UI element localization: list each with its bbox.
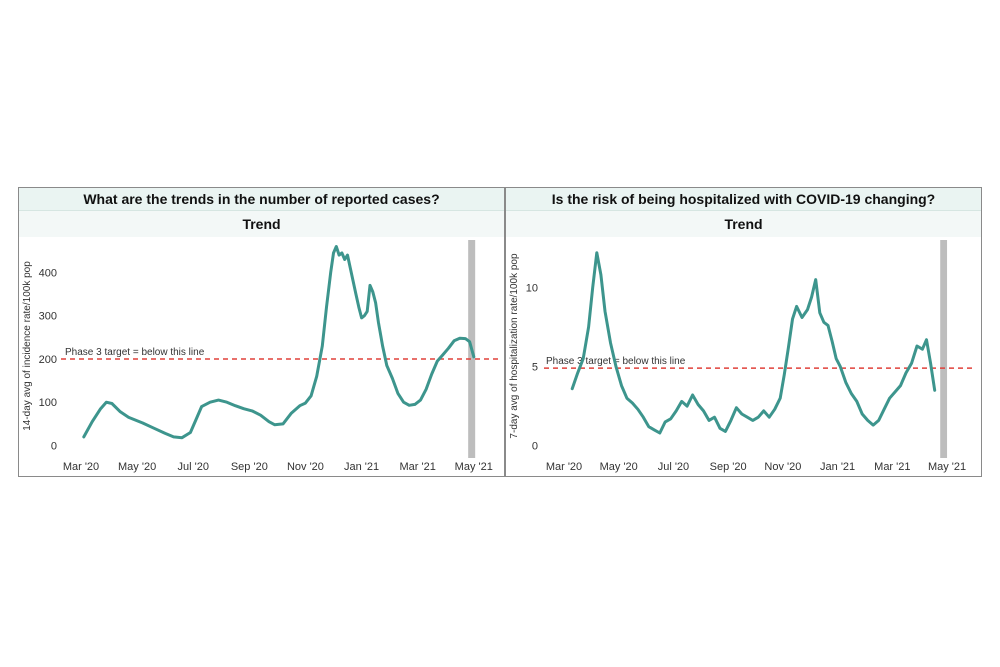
x-tick-label: Sep '20 xyxy=(710,461,747,473)
cases-trend-panel: What are the trends in the number of rep… xyxy=(18,187,505,477)
trend-series-line xyxy=(570,251,937,435)
y-tick-label: 10 xyxy=(526,282,538,294)
hospitalization-chart-title: Is the risk of being hospitalized with C… xyxy=(506,188,981,211)
y-axis-label: 7-day avg of hospitalization rate/100k p… xyxy=(509,253,520,439)
cases-chart-title: What are the trends in the number of rep… xyxy=(19,188,504,211)
trend-series-line xyxy=(82,245,476,440)
y-tick-label: 0 xyxy=(51,441,57,453)
x-tick-label: Jan '21 xyxy=(344,461,379,473)
x-tick-label: Sep '20 xyxy=(231,461,268,473)
cases-chart-subtitle: Trend xyxy=(19,211,504,237)
x-tick-label: Jul '20 xyxy=(658,461,689,473)
x-tick-label: Mar '21 xyxy=(874,461,910,473)
x-tick-label: May '21 xyxy=(928,461,966,473)
y-tick-label: 400 xyxy=(39,267,57,279)
phase3-target-label: Phase 3 target = below this line xyxy=(65,347,205,358)
x-tick-label: Jul '20 xyxy=(177,461,208,473)
x-tick-label: Mar '21 xyxy=(399,461,435,473)
cases-line-chart: 0 100 200 300 400 Mar '20 May '20 Jul '20 Sep '2… xyxy=(22,240,501,473)
y-tick-label: 200 xyxy=(39,354,57,366)
x-tick-label: Nov '20 xyxy=(764,461,801,473)
y-tick-label: 0 xyxy=(532,441,538,453)
x-tick-label: Mar '20 xyxy=(63,461,99,473)
hospitalization-line-chart: 0 5 10 Mar '20 May '20 Jul '20 Sep '20 Nov '20 J… xyxy=(509,240,974,473)
x-tick-label: Nov '20 xyxy=(287,461,324,473)
y-tick-label: 100 xyxy=(39,397,57,409)
x-tick-label: Jan '21 xyxy=(820,461,855,473)
y-tick-label: 300 xyxy=(39,311,57,323)
y-axis-label: 14-day avg of incidence rate/100k pop xyxy=(22,261,33,431)
x-tick-label: May '21 xyxy=(455,461,493,473)
recent-data-shaded-band xyxy=(940,240,948,458)
x-tick-label: Mar '20 xyxy=(546,461,582,473)
hospitalization-trend-panel: Is the risk of being hospitalized with C… xyxy=(505,187,982,477)
x-tick-label: May '20 xyxy=(118,461,156,473)
hospitalization-chart-subtitle: Trend xyxy=(506,211,981,237)
y-tick-label: 5 xyxy=(532,362,538,374)
x-tick-label: May '20 xyxy=(600,461,638,473)
